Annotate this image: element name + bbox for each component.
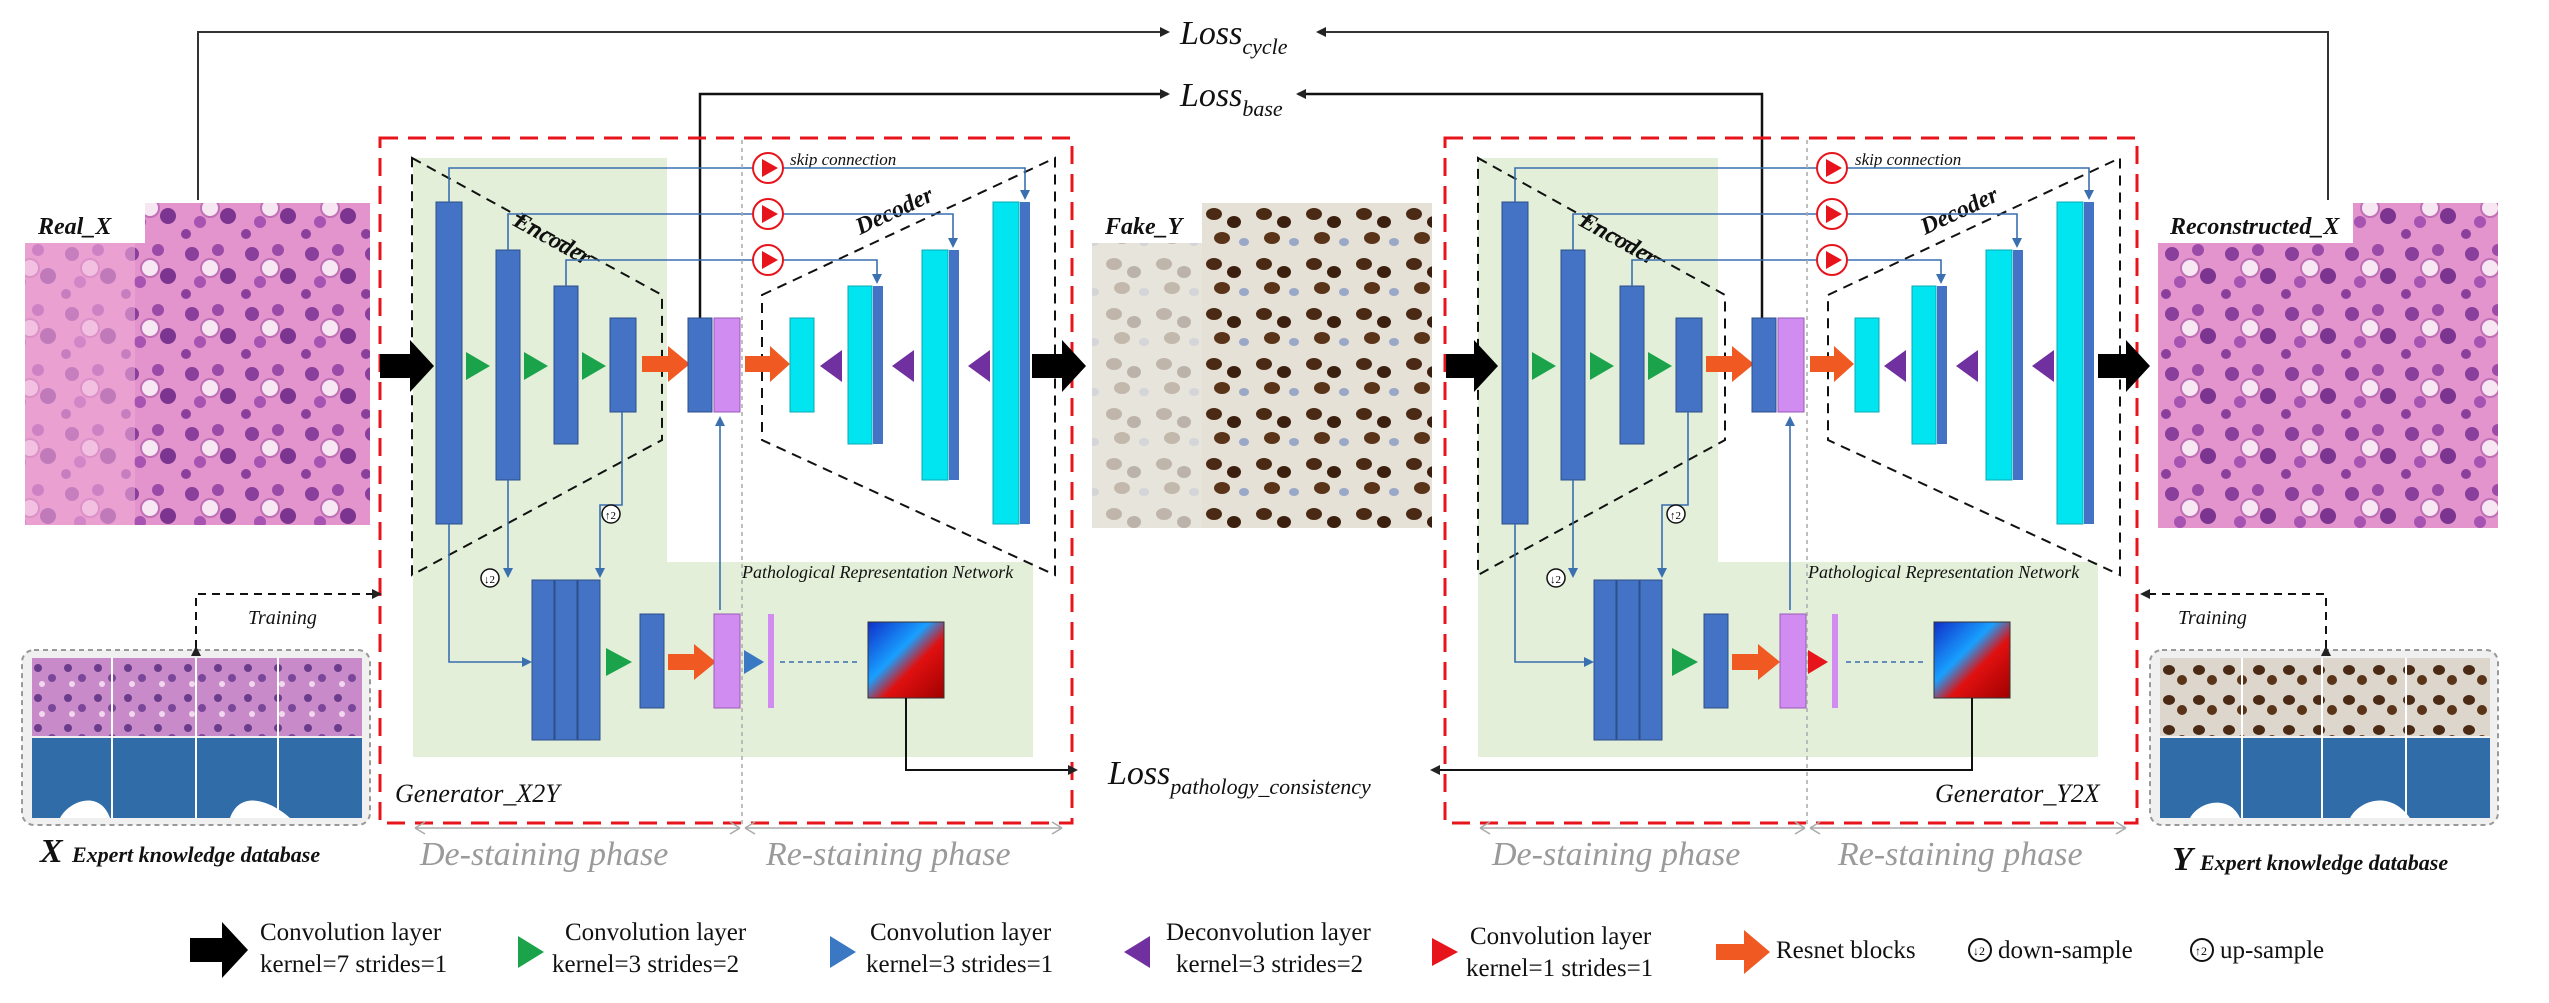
svg-text:↓2: ↓2 [1973, 944, 1985, 958]
svg-text:Resnet blocks: Resnet blocks [1776, 937, 1916, 964]
legend: Convolution layer kernel=7 strides=1 Con… [190, 919, 2324, 982]
svg-text:Convolution layer: Convolution layer [1470, 923, 1652, 950]
up-sample-icon: ↑2 [601, 504, 621, 524]
cycle-line-right [1316, 27, 2329, 200]
resnet-arrow [745, 346, 790, 382]
generator-y2x-frame [1443, 136, 2139, 825]
heatmap-image [1933, 621, 2011, 699]
svg-text:kernel=3 strides=2: kernel=3 strides=2 [1176, 951, 1363, 978]
prn-label: Pathological Representation Network [1807, 562, 2080, 582]
reconstructed-x-image: Reconstructed_X [2158, 203, 2498, 528]
svg-text:X: X [39, 833, 64, 870]
svg-text:↓2: ↓2 [484, 574, 495, 586]
decoder-label: Decoder [851, 182, 938, 241]
svg-text:Losscycle: Losscycle [1179, 15, 1288, 59]
svg-text:Reconstructed_X: Reconstructed_X [2169, 214, 2340, 240]
up-sample-icon: ↑2 [1666, 504, 1686, 524]
base-line-right [1296, 89, 1764, 320]
real-x-image: Real_X [25, 203, 370, 525]
decoder-trapezoid [761, 156, 1056, 577]
fake-y-image: Fake_Y [1092, 203, 1432, 528]
generator-name: Generator_X2Y [395, 779, 562, 808]
legend-green-triangle: Convolution layer kernel=3 strides=2 [518, 919, 747, 978]
phase-labels [414, 821, 2127, 835]
x-expert-database: X Expert knowledge database [21, 649, 371, 870]
base-line-left [698, 89, 1170, 320]
legend-orange-arrow: Resnet blocks [1716, 930, 1916, 974]
svg-text:Fake_Y: Fake_Y [1104, 214, 1185, 240]
legend-red-triangle: Convolution layer kernel=1 strides=1 [1432, 923, 1653, 982]
svg-text:↑2: ↑2 [605, 510, 616, 522]
prn-label: Pathological Representation Network [741, 562, 1014, 582]
svg-text:Convolution layer: Convolution layer [565, 919, 747, 946]
loss-pathology-consistency: Losspathology_consistency [1107, 755, 1371, 799]
cycle-line-left [197, 27, 1170, 200]
down-sample-icon: ↓2 [480, 568, 500, 588]
skip-connection-icon [1816, 152, 1848, 276]
legend-black-arrow: Convolution layer kernel=7 strides=1 [190, 919, 447, 978]
legend-blue-triangle: Convolution layer kernel=3 strides=1 [830, 919, 1053, 978]
green-arrow [582, 352, 606, 380]
svg-text:↓2: ↓2 [1550, 574, 1561, 586]
purple-arrow [820, 350, 842, 382]
y-expert-database: Y Expert knowledge database [2149, 649, 2499, 878]
resnet-arrow [642, 346, 690, 382]
black-arrow-in [380, 340, 434, 392]
up-sample-icon: ↑2 up-sample [2190, 937, 2324, 964]
destain-phase-label: De-staining phase [1491, 836, 1740, 873]
loss-base: Lossbase [1179, 77, 1283, 121]
svg-text:↑2: ↑2 [1670, 510, 1681, 522]
svg-text:up-sample: up-sample [2220, 937, 2324, 964]
heatmap-image [867, 621, 945, 699]
decoder-label: Decoder [1916, 182, 2003, 241]
encoder-trapezoid [411, 156, 663, 577]
svg-text:down-sample: down-sample [1998, 937, 2133, 964]
svg-text:Real_X: Real_X [37, 214, 112, 240]
down-sample-icon: ↓2 [1546, 568, 1566, 588]
svg-text:Expert knowledge database: Expert knowledge database [2199, 850, 2448, 875]
purple-arrow [892, 350, 914, 382]
svg-text:Y: Y [2172, 841, 2196, 878]
generator-x2y: Encoder Decoder skip connection Patholog… [378, 136, 1086, 825]
svg-text:Expert knowledge database: Expert knowledge database [71, 842, 320, 867]
down-sample-icon: ↓2 down-sample [1968, 937, 2133, 964]
generator-y2x: Encoder Decoder skip connection Patholog… [1430, 136, 2150, 825]
training-link-x [191, 589, 382, 656]
svg-text:Convolution layer: Convolution layer [260, 919, 442, 946]
skip-connection-icon [752, 152, 784, 276]
svg-text:Convolution layer: Convolution layer [870, 919, 1052, 946]
svg-text:Lossbase: Lossbase [1179, 77, 1283, 121]
training-label: Training [248, 607, 317, 629]
training-link-y [2140, 589, 2331, 656]
black-arrow-out [1032, 340, 1086, 392]
skip-connection-label: skip connection [790, 150, 896, 169]
svg-text:↑2: ↑2 [2195, 944, 2207, 958]
svg-text:Losspathology_consistency: Losspathology_consistency [1107, 755, 1371, 799]
destain-phase-label: De-staining phase [419, 836, 668, 873]
restain-phase-label: Re-staining phase [765, 836, 1011, 873]
svg-text:kernel=3 strides=2: kernel=3 strides=2 [552, 951, 739, 978]
green-arrow [524, 352, 548, 380]
training-label: Training [2178, 607, 2247, 629]
svg-text:kernel=7 strides=1: kernel=7 strides=1 [260, 951, 447, 978]
loss-cycle: Losscycle [1179, 15, 1288, 59]
generator-x2y-frame [378, 136, 1074, 825]
svg-text:kernel=3 strides=1: kernel=3 strides=1 [866, 951, 1053, 978]
skip-connection-label: skip connection [1855, 150, 1961, 169]
purple-arrow [968, 350, 990, 382]
restain-phase-label: Re-staining phase [1837, 836, 2083, 873]
green-arrow [466, 352, 490, 380]
legend-purple-triangle: Deconvolution layer kernel=3 strides=2 [1124, 919, 1371, 978]
svg-text:Deconvolution layer: Deconvolution layer [1166, 919, 1371, 946]
svg-text:kernel=1 strides=1: kernel=1 strides=1 [1466, 955, 1653, 982]
generator-name: Generator_Y2X [1935, 779, 2101, 808]
